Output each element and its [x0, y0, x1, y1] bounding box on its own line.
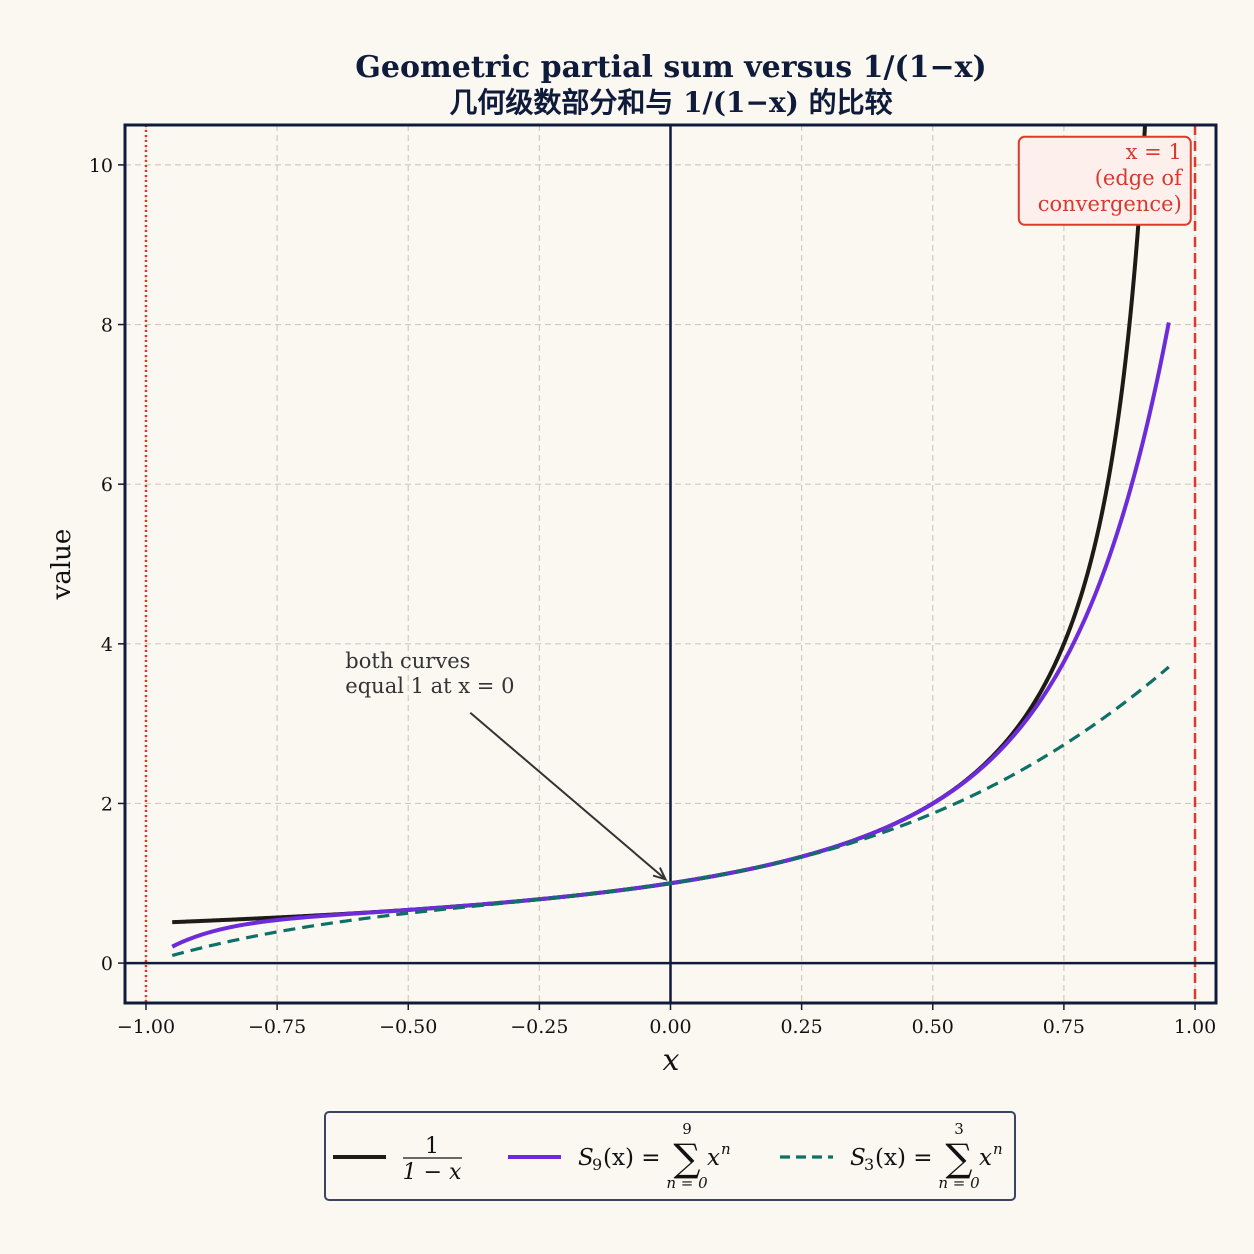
y-tick-label: 8 — [101, 315, 113, 337]
legend-sum-term: x — [707, 1145, 720, 1171]
x-tick-label: 0.75 — [1043, 1016, 1085, 1038]
edge-label-text: (edge of — [1095, 166, 1184, 190]
legend-sigma: ∑ — [945, 1136, 972, 1180]
y-tick-label: 4 — [101, 634, 113, 656]
legend-sum-lhs: (x) = — [603, 1145, 661, 1171]
x-tick-label: −0.25 — [510, 1016, 568, 1038]
x-tick-label: 0.50 — [912, 1016, 954, 1038]
curves — [171, 125, 1171, 958]
legend-sum-lower: n = 0 — [666, 1174, 708, 1192]
x-axis-label: x — [663, 1043, 680, 1078]
y-tick-label: 2 — [101, 793, 113, 815]
legend-sigma: ∑ — [673, 1136, 700, 1180]
edge-label-text: convergence) — [1038, 192, 1182, 216]
edge-label-text: x = 1 — [1126, 140, 1182, 164]
legend: 11 − xS9 (x) = ∑9n = 0x n S3 (x) = ∑3n = 0x n — [324, 1111, 1016, 1201]
x-tick-label: −1.00 — [117, 1016, 175, 1038]
legend-sum-lhs: (x) = — [875, 1145, 933, 1171]
legend-fraction-num: 1 — [425, 1134, 439, 1159]
y-axis-label: value — [47, 529, 77, 601]
chart-title: Geometric partial sum versus 1/(1−x) — [355, 50, 986, 85]
x-tick-label: 0.00 — [649, 1016, 691, 1038]
legend-sum-upper: 3 — [954, 1120, 964, 1138]
legend-sum-lower: n = 0 — [938, 1174, 980, 1192]
legend-sum-power: n — [721, 1140, 731, 1158]
annotation-text: both curves — [345, 649, 470, 673]
legend-sum-symbol: S — [850, 1145, 866, 1171]
ticks: −1.00 −0.75 −0.50 −0.25 0.00 0.25 0.50 0.75 1.00… — [89, 155, 1216, 1038]
legend-fraction-den: 1 − x — [403, 1160, 462, 1185]
y-tick-label: 6 — [101, 474, 113, 496]
curve-s3 — [171, 665, 1170, 958]
legend-box — [324, 1111, 1016, 1201]
legend-sum-upper: 9 — [682, 1120, 692, 1138]
x-tick-label: −0.50 — [379, 1016, 437, 1038]
annotation-text: equal 1 at x = 0 — [345, 674, 514, 698]
legend-sum-term: x — [979, 1145, 992, 1171]
legend-sum-symbol: S — [578, 1145, 594, 1171]
x-tick-label: 0.25 — [780, 1016, 822, 1038]
y-tick-label: 0 — [101, 953, 113, 975]
edge-label-box — [1017, 135, 1192, 226]
chart-subtitle: 几何级数部分和与 1/(1−x) 的比较 — [449, 86, 892, 119]
reference-lines — [125, 125, 1216, 1003]
legend-sum-subscript: 3 — [864, 1155, 874, 1174]
annotation-arrow — [469, 712, 667, 881]
annotation-arrowhead — [652, 867, 668, 881]
legend-sum-power: n — [993, 1140, 1003, 1158]
y-tick-label: 10 — [89, 155, 113, 177]
x-tick-label: −0.75 — [248, 1016, 306, 1038]
x-tick-label: 1.00 — [1174, 1016, 1216, 1038]
legend-sum-subscript: 9 — [592, 1155, 602, 1174]
